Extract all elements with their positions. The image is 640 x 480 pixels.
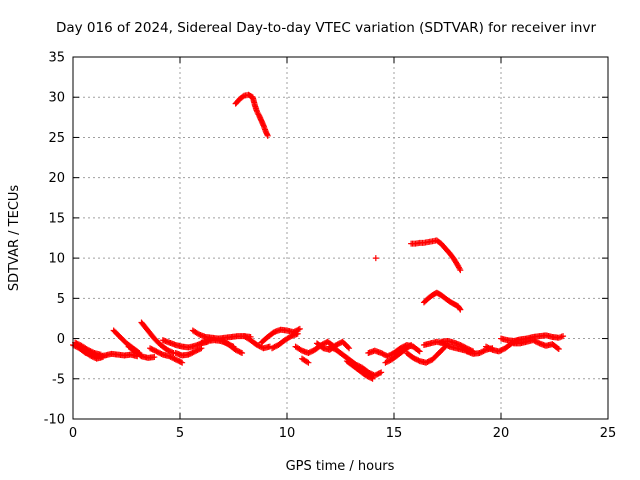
data-point	[368, 375, 375, 382]
grid	[73, 57, 608, 419]
data-point	[264, 132, 271, 139]
data-point	[560, 333, 567, 340]
data-point	[295, 326, 302, 333]
y-tick-label: 0	[57, 332, 65, 347]
y-tick-label: 15	[48, 211, 65, 226]
data-point	[151, 354, 158, 361]
x-tick-label: 25	[600, 426, 617, 441]
y-tick-label: -5	[52, 372, 65, 387]
data-point	[239, 350, 246, 357]
data-point	[99, 354, 106, 361]
y-tick-label: 20	[48, 171, 65, 186]
data-point	[555, 346, 562, 353]
data-point	[416, 348, 423, 355]
data-point	[294, 330, 301, 337]
chart-title: Day 016 of 2024, Sidereal Day-to-day VTE…	[56, 20, 596, 36]
data-point	[457, 306, 464, 313]
data-point	[457, 267, 464, 274]
data-point	[177, 359, 184, 366]
y-tick-label: 25	[48, 131, 65, 146]
data-point	[415, 347, 422, 354]
data-point	[376, 369, 383, 376]
data-points	[70, 91, 567, 382]
data-point	[372, 255, 379, 262]
data-point	[554, 345, 561, 352]
x-tick-label: 5	[176, 426, 184, 441]
plot-frame	[72, 56, 609, 420]
x-tick-label: 10	[279, 426, 296, 441]
data-point	[456, 265, 463, 272]
data-point	[305, 359, 312, 366]
y-tick-label: 10	[48, 252, 65, 267]
data-point	[169, 349, 176, 356]
data-point	[304, 358, 311, 365]
y-tick-label: 35	[48, 51, 65, 66]
y-tick-label: 5	[57, 292, 65, 307]
axis-ticks: 0 5 10 15 20 25 -10 -5 0 5 10 15 20 25 30 35	[44, 51, 617, 442]
data-point	[456, 305, 463, 312]
data-point	[198, 345, 205, 352]
data-point	[408, 341, 415, 348]
y-tick-label: -10	[44, 413, 65, 428]
x-tick-label: 0	[69, 426, 77, 441]
y-tick-label: 30	[48, 91, 65, 106]
data-point	[378, 369, 385, 376]
data-point	[296, 325, 303, 332]
data-point	[346, 345, 353, 352]
x-tick-label: 20	[493, 426, 510, 441]
data-point	[179, 359, 186, 366]
data-point	[197, 345, 204, 352]
data-point	[407, 342, 414, 349]
data-point	[344, 344, 351, 351]
y-axis-label: SDTVAR / TECUs	[7, 185, 22, 292]
data-point	[237, 349, 244, 356]
x-axis-label: GPS time / hours	[286, 459, 395, 474]
x-tick-label: 15	[386, 426, 403, 441]
data-point	[369, 375, 376, 382]
